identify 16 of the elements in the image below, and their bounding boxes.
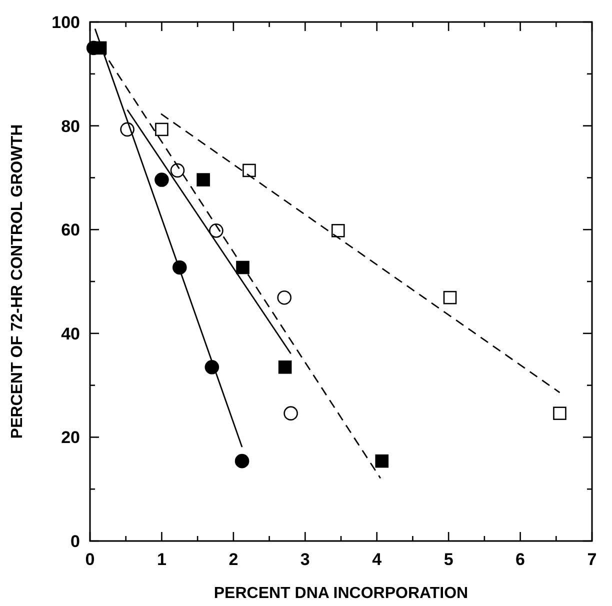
y-tick-label: 100 [52,12,80,32]
x-tick-label: 7 [587,550,597,569]
x-axis-title: PERCENT DNA INCORPORATION [214,585,468,602]
x-tick-label: 6 [516,550,526,569]
x-tick-label: 5 [444,550,454,569]
x-tick-label: 0 [85,550,95,569]
y-tick-label: 80 [61,116,80,136]
x-tick-label: 2 [228,550,238,569]
y-axis-title: PERCENT OF 72-HR CONTROL GROWTH [9,124,26,439]
y-tick-label: 60 [61,220,80,240]
x-tick-label: 4 [372,550,382,569]
y-tick-label: 40 [61,324,80,344]
y-tick-label: 20 [61,428,80,448]
x-tick-label: 1 [156,550,166,569]
y-tick-label: 0 [70,532,80,551]
x-tick-label: 3 [300,550,310,569]
